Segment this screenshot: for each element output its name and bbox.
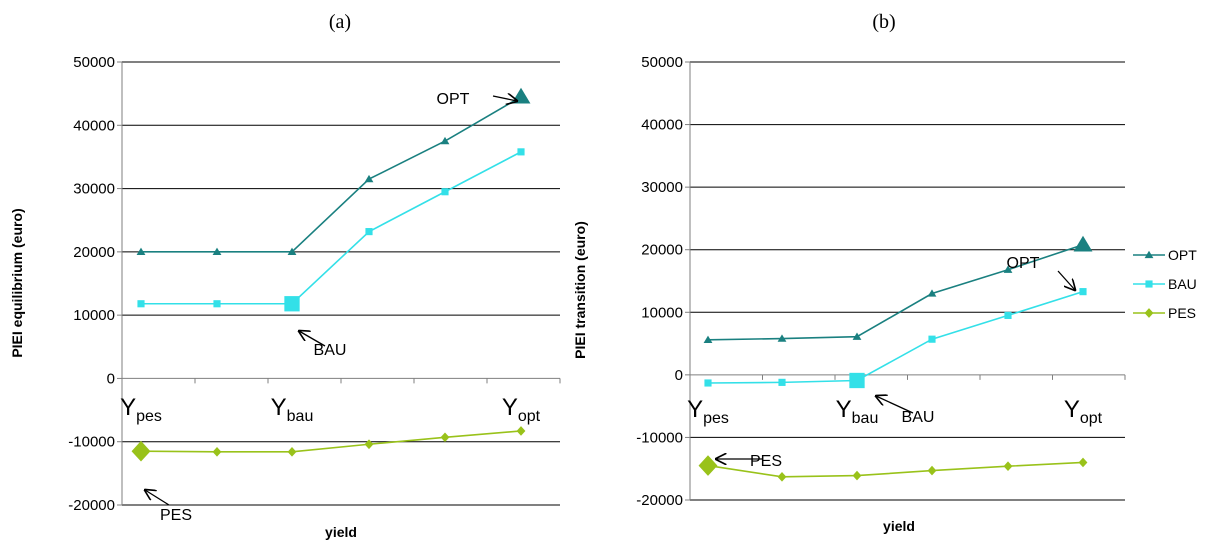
chart-panel-a: (a) -20000 -10000 0 10000 20000 30000 40000 5000…: [9, 11, 561, 540]
data-point-pes: [287, 447, 297, 457]
data-point-bau: [365, 228, 373, 236]
legend-label-bau: BAU: [1168, 276, 1197, 292]
series-line-pes: [140, 430, 522, 453]
data-point-opt: [511, 87, 531, 104]
y-tick-label: 20000: [641, 242, 683, 259]
legend-marker-pes: [1144, 308, 1154, 318]
category-label: Yopt: [1064, 396, 1103, 427]
data-point-pes: [1078, 457, 1088, 468]
data-point-pes: [852, 470, 862, 481]
category-label: Ybau: [271, 394, 314, 425]
y-tick-label: -20000: [68, 497, 115, 514]
series-line-bau: [707, 290, 1084, 384]
series-line-pes: [707, 461, 1084, 478]
annotation-label: PES: [750, 453, 782, 470]
x-axis-label: yield: [325, 524, 357, 540]
data-point-pes: [516, 426, 526, 436]
annotation-label: BAU: [314, 342, 347, 359]
y-tick-label: 10000: [73, 307, 115, 324]
data-point-bau: [1004, 311, 1012, 319]
y-tick-label: 50000: [73, 54, 115, 71]
annotation-arrow: [876, 396, 914, 414]
annotation-label: OPT: [437, 91, 470, 108]
data-point-bau: [517, 148, 525, 156]
data-point-opt: [1003, 265, 1013, 273]
annotation-label: OPT: [1007, 255, 1040, 272]
category-label: Ypes: [687, 396, 729, 427]
series-line-opt: [707, 243, 1084, 341]
annotation-arrow: [299, 331, 326, 347]
y-tick-label: 30000: [73, 181, 115, 198]
y-tick-label: 50000: [641, 54, 683, 71]
data-point-opt: [852, 332, 862, 340]
data-point-opt: [1073, 235, 1093, 252]
series-line-bau: [141, 151, 522, 305]
y-axis-label: PIEI transition (euro): [572, 221, 588, 359]
data-point-pes: [777, 472, 787, 482]
data-point-opt: [287, 247, 297, 256]
annotation-arrow: [492, 96, 517, 101]
y-tick-label: 20000: [73, 244, 115, 261]
legend-marker-opt: [1144, 250, 1154, 259]
data-point-opt: [136, 247, 146, 256]
annotation-label: PES: [160, 507, 192, 524]
data-point-pes: [927, 465, 937, 476]
data-point-opt: [927, 289, 937, 297]
series-line-opt: [141, 96, 522, 253]
data-point-pes: [698, 455, 718, 476]
panel-label: (b): [872, 11, 895, 33]
category-label: Ypes: [120, 394, 162, 425]
data-point-pes: [440, 432, 450, 443]
data-point-bau: [284, 296, 300, 312]
data-point-pes: [364, 439, 374, 450]
y-tick-label: -10000: [68, 434, 115, 451]
data-point-opt: [703, 335, 713, 343]
category-label: Yopt: [502, 394, 541, 425]
category-label: Ybau: [836, 396, 879, 427]
data-point-bau: [137, 300, 145, 308]
annotation-arrow: [145, 490, 170, 506]
annotation-label: BAU: [902, 409, 935, 426]
data-point-bau: [704, 379, 712, 387]
data-point-opt: [212, 247, 222, 256]
data-point-pes: [131, 440, 151, 462]
y-tick-label: 10000: [641, 304, 683, 321]
chart-panel-b: (b) -20000 -10000 0 10000 20000 30000 40000 5000…: [572, 11, 1126, 534]
y-axis-label: PIEI equilibrium (euro): [9, 208, 25, 357]
data-point-opt: [364, 174, 374, 183]
data-point-bau: [213, 300, 221, 308]
legend-label-opt: OPT: [1168, 247, 1197, 263]
data-point-opt: [440, 136, 450, 145]
y-tick-label: 0: [107, 370, 115, 387]
data-point-bau: [441, 188, 449, 196]
legend-marker-bau: [1145, 280, 1153, 288]
data-point-pes: [1003, 461, 1013, 472]
y-tick-label: 40000: [641, 117, 683, 134]
y-tick-label: 0: [675, 367, 683, 384]
data-point-bau: [1079, 288, 1087, 296]
x-axis-label: yield: [883, 518, 915, 534]
y-tick-label: 40000: [73, 117, 115, 134]
y-tick-label: -20000: [636, 492, 683, 509]
legend: OPT BAU PES: [1133, 247, 1197, 321]
panel-label: (a): [329, 11, 351, 33]
data-point-opt: [777, 334, 787, 342]
data-point-bau: [928, 335, 936, 343]
annotation-arrow: [1057, 270, 1075, 290]
data-point-bau: [778, 378, 786, 386]
data-point-pes: [212, 447, 222, 457]
y-tick-label: -10000: [636, 429, 683, 446]
data-point-bau: [849, 372, 865, 389]
y-tick-label: 30000: [641, 179, 683, 196]
legend-label-pes: PES: [1168, 305, 1196, 321]
